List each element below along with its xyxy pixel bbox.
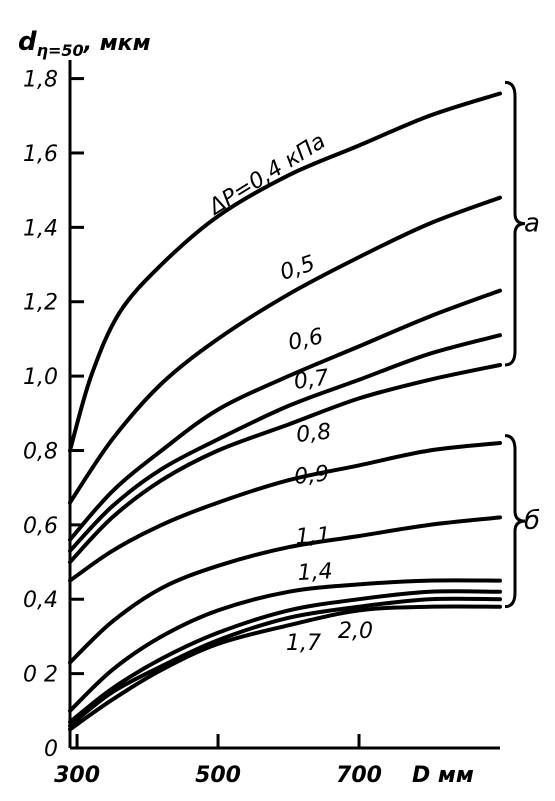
group-label: а [524,209,540,239]
series-curve-0 [68,91,502,453]
y-tick-label: 1,2 [23,291,58,316]
group-label: б [524,506,540,536]
series-label: 1,1 [295,523,331,550]
y-axis-title-unit: , мкм [83,31,151,56]
axes [68,60,500,750]
group-braces: аб [504,80,540,609]
y-tick-label: 0 2 [23,663,58,688]
x-tick-label: 700 [336,763,382,788]
y-tick-label: 0,8 [23,439,58,464]
series-label: 0,6 [286,324,325,356]
series-curve-5 [68,441,502,583]
y-axis-title-main: d [18,27,37,57]
y-tick-label: 1,6 [23,142,58,167]
series-label: 0,7 [292,365,330,395]
series-label: 1,4 [297,559,333,586]
series-label: 1,7 [286,631,321,656]
y-ticks: 0 0 2 0,4 0,6 0,8 1,0 1,2 1,4 1,6 1,8 [23,68,84,762]
x-ticks: 300 500 700 [54,734,382,788]
y-tick-label: 1,4 [23,216,58,241]
x-axis-title: D мм [412,763,474,788]
x-tick-label: 300 [54,763,100,788]
series-curve-10 [68,604,502,732]
y-tick-label: 0,4 [23,588,58,613]
series-curve-2 [68,288,502,542]
y-tick-label: 0,6 [23,514,58,539]
series-curve-6 [68,515,502,665]
series-curve-1 [68,195,502,505]
y-tick-label: 0 [44,737,58,762]
series-label: 2,0 [338,619,373,644]
y-axis-title-sub: η=50 [37,41,84,60]
series-curve-8 [68,589,502,724]
group-brace [504,434,526,609]
series-label: 0,8 [295,419,332,448]
y-tick-label: 1,8 [23,68,58,93]
series-curve-3 [68,333,502,553]
series-curve-7 [68,578,502,713]
series-curve-4 [68,363,502,565]
y-tick-label: 1,0 [23,365,58,390]
curves [68,91,502,732]
series-curve-9 [68,596,502,728]
group-brace [504,80,526,367]
x-tick-label: 500 [195,763,241,788]
y-axis-title: dη=50, мкм [18,27,151,60]
series-label: ΔP=0,4 кПа [203,129,330,221]
series-label: 0,9 [293,461,330,490]
